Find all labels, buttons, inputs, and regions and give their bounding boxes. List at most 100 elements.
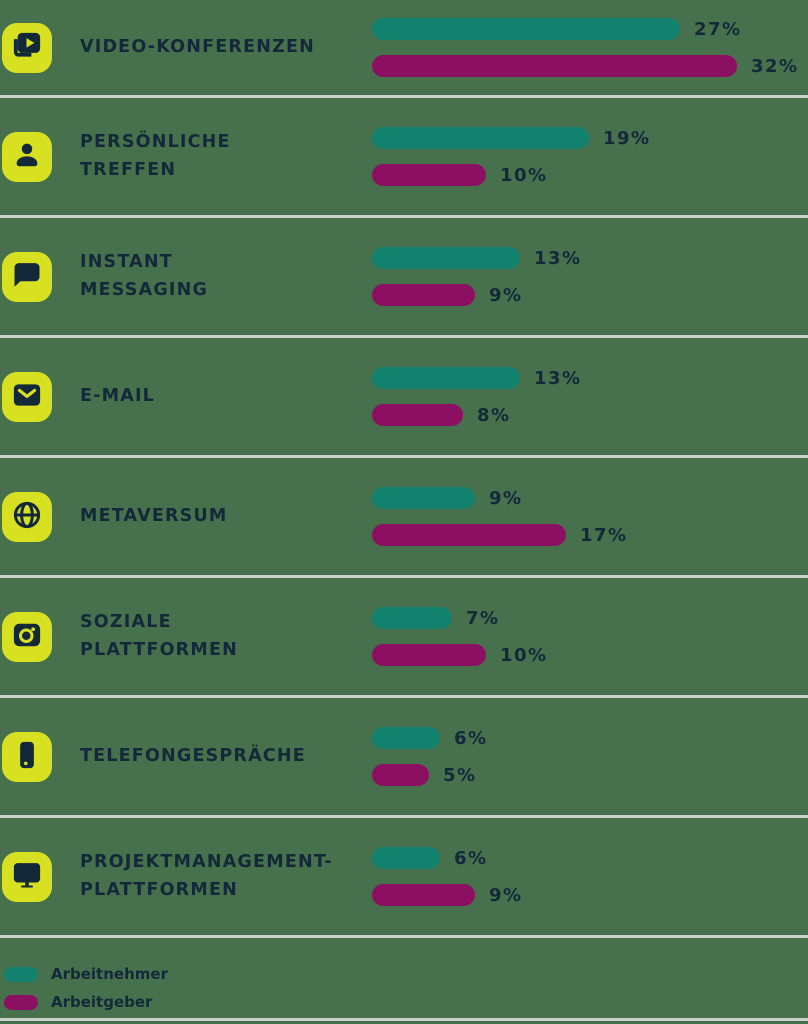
bar-group: 9% 17% <box>372 487 628 546</box>
bar-value-label: 13% <box>534 247 582 269</box>
globe-icon <box>12 500 42 534</box>
bar-group: 13% 8% <box>372 367 582 426</box>
category-label-line: E-MAIL <box>80 385 156 406</box>
bar-value-label: 5% <box>443 764 477 786</box>
bar-row-arbeitgeber: 9% <box>372 284 582 306</box>
bar-row-arbeitnehmer: 6% <box>372 847 523 869</box>
bar-row-arbeitgeber: 17% <box>372 524 628 546</box>
bar-arbeitgeber <box>372 644 486 666</box>
category-label: INSTANT MESSAGING <box>80 249 344 303</box>
legend-item-arbeitnehmer: Arbeitnehmer <box>4 965 808 983</box>
bar-row-arbeitnehmer: 13% <box>372 247 582 269</box>
bar-arbeitgeber <box>372 884 475 906</box>
category-label-line: PROJEKTMANAGEMENT- <box>80 852 333 873</box>
category-label-line: INSTANT <box>80 252 173 273</box>
bar-row-arbeitgeber: 5% <box>372 764 488 786</box>
bar-row-arbeitnehmer: 19% <box>372 127 651 149</box>
category-label-line: SOZIALE <box>80 612 172 633</box>
mail-icon <box>12 380 42 414</box>
bar-group: 19% 10% <box>372 127 651 186</box>
category-label: TELEFONGESPRÄCHE <box>80 743 344 770</box>
category-icon-box <box>2 611 52 662</box>
bar-group: 6% 5% <box>372 727 488 786</box>
bar-arbeitnehmer <box>372 727 440 749</box>
bar-arbeitgeber <box>372 764 429 786</box>
bar-arbeitgeber <box>372 55 737 77</box>
person-icon <box>12 140 42 174</box>
legend-label: Arbeitgeber <box>51 993 153 1011</box>
chart-row: TELEFONGESPRÄCHE 6% 5% <box>0 698 808 818</box>
chart-row: VIDEO-KONFERENZEN 27% 32% <box>0 0 808 98</box>
video-library-icon <box>12 31 42 65</box>
bar-arbeitnehmer <box>372 367 520 389</box>
bar-value-label: 32% <box>751 55 799 77</box>
bar-value-label: 8% <box>477 404 511 426</box>
category-label-line: TREFFEN <box>80 159 177 180</box>
monitor-icon <box>12 860 42 894</box>
bar-value-label: 10% <box>500 164 548 186</box>
category-label-line: MESSAGING <box>80 279 209 300</box>
chart-row: METAVERSUM 9% 17% <box>0 458 808 578</box>
chart-legend: Arbeitnehmer Arbeitgeber <box>0 938 808 1021</box>
category-icon-box <box>2 491 52 542</box>
chart-row: E-MAIL 13% 8% <box>0 338 808 458</box>
category-label: PERSÖNLICHE TREFFEN <box>80 129 344 183</box>
bar-row-arbeitnehmer: 7% <box>372 607 548 629</box>
legend-swatch-arbeitnehmer <box>4 966 38 982</box>
bar-arbeitgeber <box>372 524 566 546</box>
bar-value-label: 9% <box>489 284 523 306</box>
bar-row-arbeitgeber: 8% <box>372 404 582 426</box>
category-icon-box <box>2 731 52 782</box>
bar-arbeitnehmer <box>372 18 680 40</box>
category-label: E-MAIL <box>80 383 344 410</box>
bar-value-label: 10% <box>500 644 548 666</box>
smartphone-icon <box>12 740 42 774</box>
bar-group: 6% 9% <box>372 847 523 906</box>
chat-bubble-icon <box>12 260 42 294</box>
camera-icon <box>12 620 42 654</box>
bar-row-arbeitgeber: 9% <box>372 884 523 906</box>
category-label-line: VIDEO-KONFERENZEN <box>80 36 315 57</box>
bar-row-arbeitnehmer: 6% <box>372 727 488 749</box>
category-label: METAVERSUM <box>80 503 344 530</box>
bar-row-arbeitnehmer: 9% <box>372 487 628 509</box>
bar-arbeitnehmer <box>372 247 520 269</box>
bar-row-arbeitnehmer: 13% <box>372 367 582 389</box>
category-icon-box <box>2 851 52 902</box>
bar-row-arbeitgeber: 10% <box>372 164 651 186</box>
bar-group: 7% 10% <box>372 607 548 666</box>
bar-value-label: 6% <box>454 847 488 869</box>
category-label-line: TELEFONGESPRÄCHE <box>80 745 306 766</box>
category-icon-box <box>2 22 52 73</box>
legend-swatch-arbeitgeber <box>4 994 38 1010</box>
chart-row: PROJEKTMANAGEMENT- PLATTFORMEN 6% 9% <box>0 818 808 938</box>
bar-group: 13% 9% <box>372 247 582 306</box>
bar-arbeitgeber <box>372 404 463 426</box>
category-icon-box <box>2 131 52 182</box>
bar-group: 27% 32% <box>372 18 799 77</box>
legend-label: Arbeitnehmer <box>51 965 168 983</box>
bar-arbeitgeber <box>372 164 486 186</box>
chart-row: INSTANT MESSAGING 13% 9% <box>0 218 808 338</box>
bar-arbeitnehmer <box>372 127 589 149</box>
bar-value-label: 7% <box>466 607 500 629</box>
bar-row-arbeitgeber: 10% <box>372 644 548 666</box>
category-label: PROJEKTMANAGEMENT- PLATTFORMEN <box>80 849 344 903</box>
bar-arbeitnehmer <box>372 847 440 869</box>
category-label: SOZIALE PLATTFORMEN <box>80 609 344 663</box>
category-label-line: PERSÖNLICHE <box>80 132 231 153</box>
category-label-line: METAVERSUM <box>80 505 228 526</box>
bar-value-label: 27% <box>694 18 742 40</box>
category-icon-box <box>2 251 52 302</box>
category-label-line: PLATTFORMEN <box>80 879 238 900</box>
bar-value-label: 6% <box>454 727 488 749</box>
category-label: VIDEO-KONFERENZEN <box>80 34 344 61</box>
bar-value-label: 19% <box>603 127 651 149</box>
bar-value-label: 13% <box>534 367 582 389</box>
bar-arbeitgeber <box>372 284 475 306</box>
category-icon-box <box>2 371 52 422</box>
chart-row: PERSÖNLICHE TREFFEN 19% 10% <box>0 98 808 218</box>
bar-row-arbeitnehmer: 27% <box>372 18 799 40</box>
bar-arbeitnehmer <box>372 607 452 629</box>
